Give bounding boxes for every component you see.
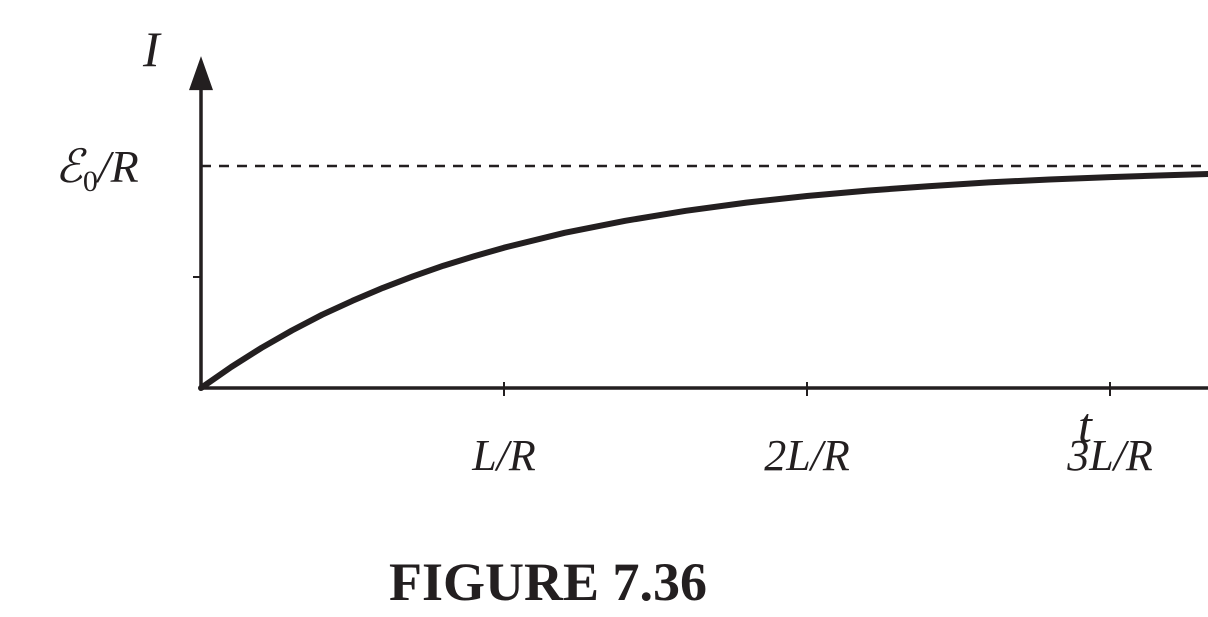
x-ticks: L/R 2L/R 3L/R bbox=[471, 382, 1153, 480]
asymptote-label-subscript: 0 bbox=[83, 165, 98, 198]
y-axis-label: I bbox=[142, 21, 162, 77]
y-axis-arrow-icon bbox=[189, 56, 213, 91]
asymptote-label-tail: /R bbox=[95, 141, 139, 192]
asymptote-label: ℰ0/R bbox=[55, 141, 139, 198]
figure-caption: FIGURE 7.36 bbox=[389, 552, 707, 612]
x-tick-label: L/R bbox=[471, 431, 536, 480]
series-line bbox=[198, 171, 1208, 391]
x-tick-label: 2L/R bbox=[764, 431, 850, 480]
x-tick-label: 3L/R bbox=[1066, 431, 1153, 480]
x-axis-label: t bbox=[1078, 397, 1093, 453]
series-group bbox=[198, 171, 1208, 391]
asymptote-label-main: ℰ bbox=[55, 141, 87, 192]
plot-area: L/R 2L/R 3L/R I t ℰ0/R bbox=[55, 21, 1208, 480]
